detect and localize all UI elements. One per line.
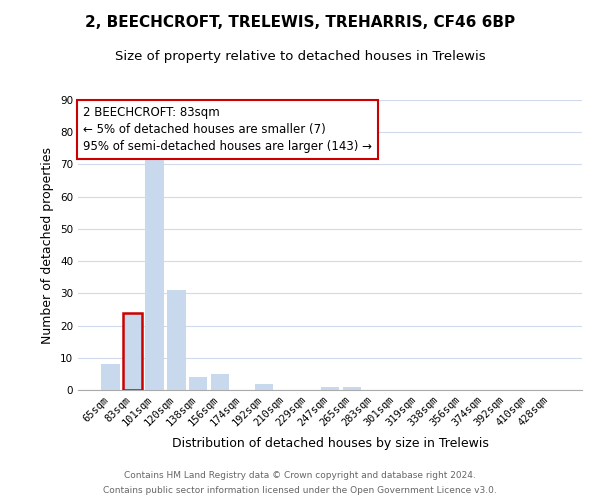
- Bar: [255, 384, 274, 390]
- Bar: [123, 312, 142, 390]
- X-axis label: Distribution of detached houses by size in Trelewis: Distribution of detached houses by size …: [172, 437, 488, 450]
- Bar: [145, 155, 164, 390]
- Bar: [101, 364, 119, 390]
- Bar: [189, 377, 208, 390]
- Y-axis label: Number of detached properties: Number of detached properties: [41, 146, 55, 344]
- Text: Contains public sector information licensed under the Open Government Licence v3: Contains public sector information licen…: [103, 486, 497, 495]
- Text: Contains HM Land Registry data © Crown copyright and database right 2024.: Contains HM Land Registry data © Crown c…: [124, 471, 476, 480]
- Bar: [211, 374, 229, 390]
- Bar: [123, 312, 142, 390]
- Text: 2 BEECHCROFT: 83sqm
← 5% of detached houses are smaller (7)
95% of semi-detached: 2 BEECHCROFT: 83sqm ← 5% of detached hou…: [83, 106, 372, 153]
- Bar: [320, 387, 340, 390]
- Bar: [167, 290, 185, 390]
- Bar: [343, 387, 361, 390]
- Text: Size of property relative to detached houses in Trelewis: Size of property relative to detached ho…: [115, 50, 485, 63]
- Text: 2, BEECHCROFT, TRELEWIS, TREHARRIS, CF46 6BP: 2, BEECHCROFT, TRELEWIS, TREHARRIS, CF46…: [85, 15, 515, 30]
